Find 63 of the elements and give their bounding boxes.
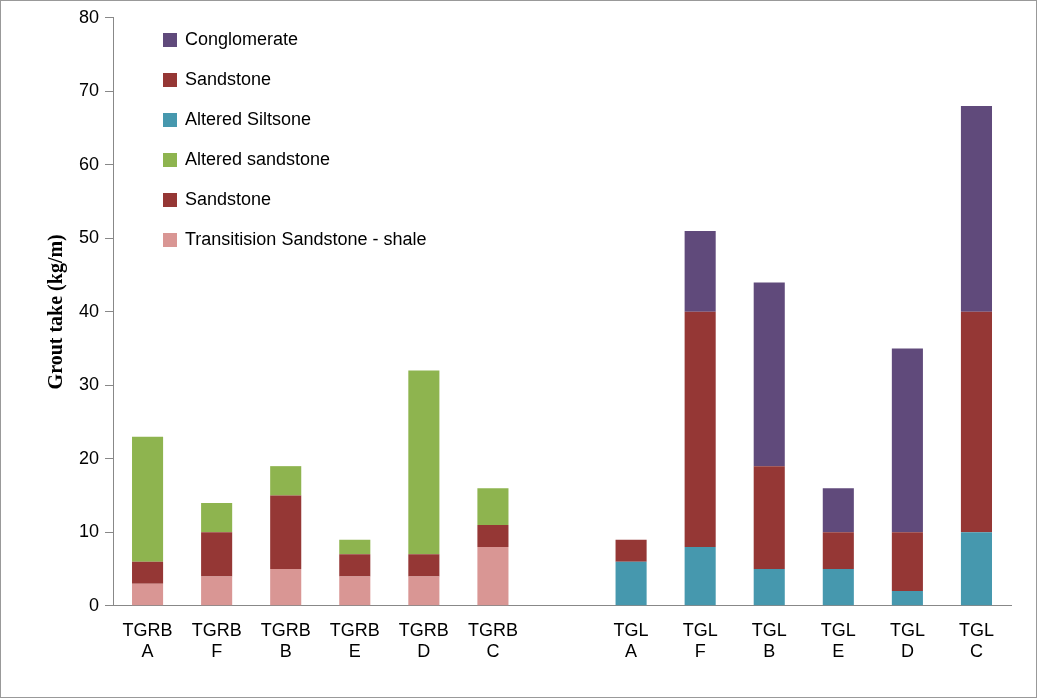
bar (960, 532, 992, 606)
bar (408, 576, 440, 606)
x-tick-label: TGL E (820, 619, 856, 662)
y-tick-label: 0 (89, 594, 100, 615)
legend-label: Sandstone (185, 69, 272, 91)
bar (201, 576, 233, 606)
bar (477, 524, 509, 547)
legend-label: Altered sandstone (185, 149, 331, 171)
bar (753, 282, 785, 467)
y-tick-label: 60 (78, 153, 100, 174)
legend-label: Altered Siltsone (185, 109, 312, 131)
bar (822, 488, 854, 533)
bar (615, 539, 647, 562)
bar (408, 554, 440, 577)
bar (822, 532, 854, 570)
bar (132, 436, 164, 562)
bar (339, 539, 371, 555)
bar (132, 561, 164, 584)
bar (822, 569, 854, 606)
x-tick-label: TGL A (613, 619, 649, 662)
bar (201, 502, 233, 533)
bar (339, 554, 371, 577)
bar (270, 495, 302, 570)
y-tick-label: 80 (78, 6, 100, 27)
x-tick-label: TGL B (751, 619, 787, 662)
x-tick-label: TGRB B (260, 619, 311, 662)
bar (684, 547, 716, 606)
bar (408, 370, 440, 555)
bar (132, 583, 164, 606)
bar (891, 348, 923, 533)
x-tick-label: TGRB E (329, 619, 380, 662)
bar (339, 576, 371, 606)
x-tick-label: TGRB F (191, 619, 242, 662)
bar (477, 547, 509, 606)
x-tick-label: TGL F (682, 619, 718, 662)
x-tick-label: TGRB C (467, 619, 518, 662)
x-tick-label: TGRB A (122, 619, 173, 662)
y-axis-title: Grout take (kg/m) (44, 234, 68, 390)
bar (684, 311, 716, 547)
y-tick-label: 70 (78, 80, 100, 101)
y-tick-label: 50 (78, 227, 100, 248)
y-tick-label: 10 (78, 521, 100, 542)
x-tick-label: TGRB D (398, 619, 449, 662)
bar (477, 488, 509, 525)
legend-label: Sandstone (185, 189, 272, 211)
bar (270, 466, 302, 496)
y-tick-label: 30 (78, 374, 100, 395)
bar (753, 466, 785, 570)
legend-label: Transitision Sandstone - shale (185, 229, 427, 251)
bar (201, 532, 233, 577)
x-tick-label: TGL C (958, 619, 994, 662)
bar (891, 532, 923, 592)
legend-label: Conglomerate (185, 29, 299, 51)
bar (615, 561, 647, 606)
bar (753, 569, 785, 606)
bar (960, 106, 992, 312)
y-tick-label: 20 (78, 447, 100, 468)
bar (684, 230, 716, 312)
x-tick-label: TGL D (889, 619, 925, 662)
y-tick-label: 40 (78, 300, 100, 321)
bar (270, 569, 302, 606)
bar (960, 311, 992, 533)
bar (891, 591, 923, 606)
